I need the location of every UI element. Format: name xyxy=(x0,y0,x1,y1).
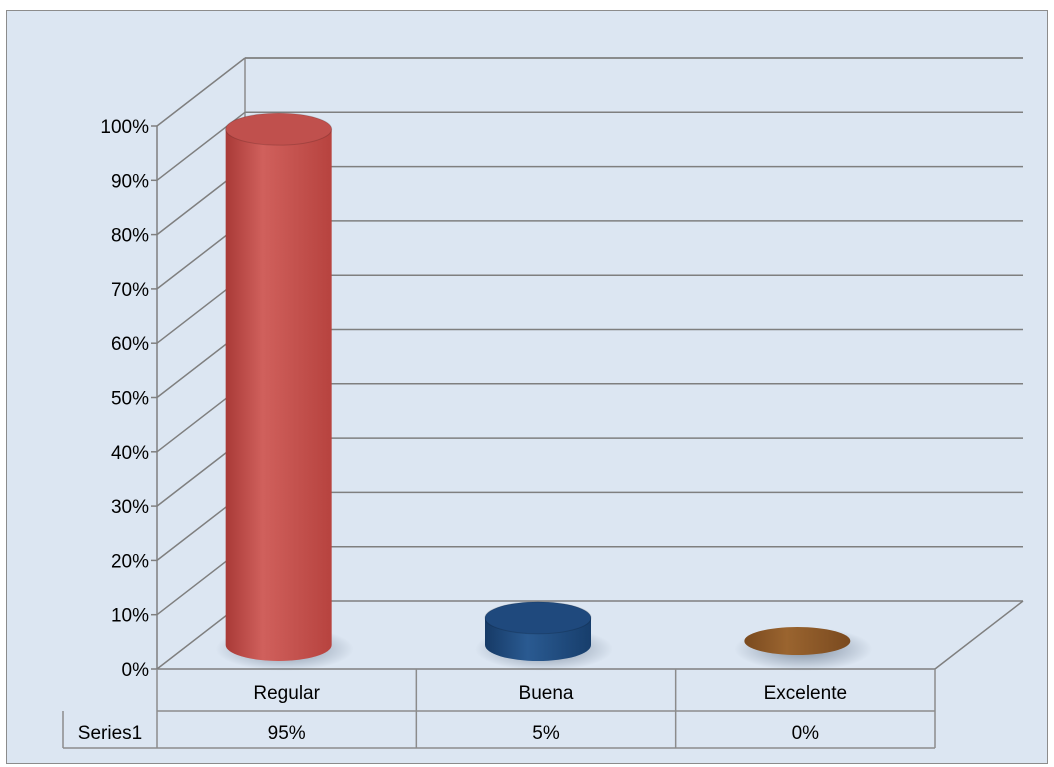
y-tick-label: 80% xyxy=(111,226,149,247)
chart-area: 0% 10% 20% 30% 40% 50% 60% 70% 80% 90% 100% Regula… xyxy=(6,10,1048,764)
data-label: 0% xyxy=(792,723,820,744)
series-name: Series1 xyxy=(78,723,142,744)
bar-excelente xyxy=(734,627,873,671)
y-axis: 0% 10% 20% 30% 40% 50% 60% 70% 80% 90% 100% xyxy=(100,117,158,681)
y-tick-label: 100% xyxy=(100,117,149,138)
y-tick-label: 90% xyxy=(111,171,149,192)
category-label: Buena xyxy=(519,683,574,704)
bar-top xyxy=(744,627,851,655)
bar-top xyxy=(484,601,592,635)
gridlines xyxy=(156,57,1024,670)
y-tick-label: 30% xyxy=(111,497,149,518)
bar-body xyxy=(225,129,332,661)
y-tick-label: 20% xyxy=(111,551,149,572)
y-tick-label: 70% xyxy=(111,280,149,301)
y-tick-label: 0% xyxy=(122,660,150,681)
y-tick-label: 40% xyxy=(111,443,149,464)
category-label: Regular xyxy=(253,683,320,704)
bars xyxy=(215,112,873,671)
y-tick-label: 60% xyxy=(111,334,149,355)
data-label: 5% xyxy=(532,723,560,744)
floor-right-edge xyxy=(934,600,1024,670)
chart-svg: 0% 10% 20% 30% 40% 50% 60% 70% 80% 90% 100% Regula… xyxy=(62,57,1024,749)
side-gridline xyxy=(156,57,246,127)
category-label: Excelente xyxy=(764,683,847,704)
bar-buena xyxy=(475,601,613,671)
y-tick-label: 10% xyxy=(111,606,149,627)
bar-regular xyxy=(215,112,354,671)
y-tick-label: 50% xyxy=(111,389,149,410)
data-label: 95% xyxy=(268,723,306,744)
bar-top xyxy=(225,112,333,146)
data-table: Regular 95% Buena 5% Excelente 0% Series1 xyxy=(62,669,936,749)
